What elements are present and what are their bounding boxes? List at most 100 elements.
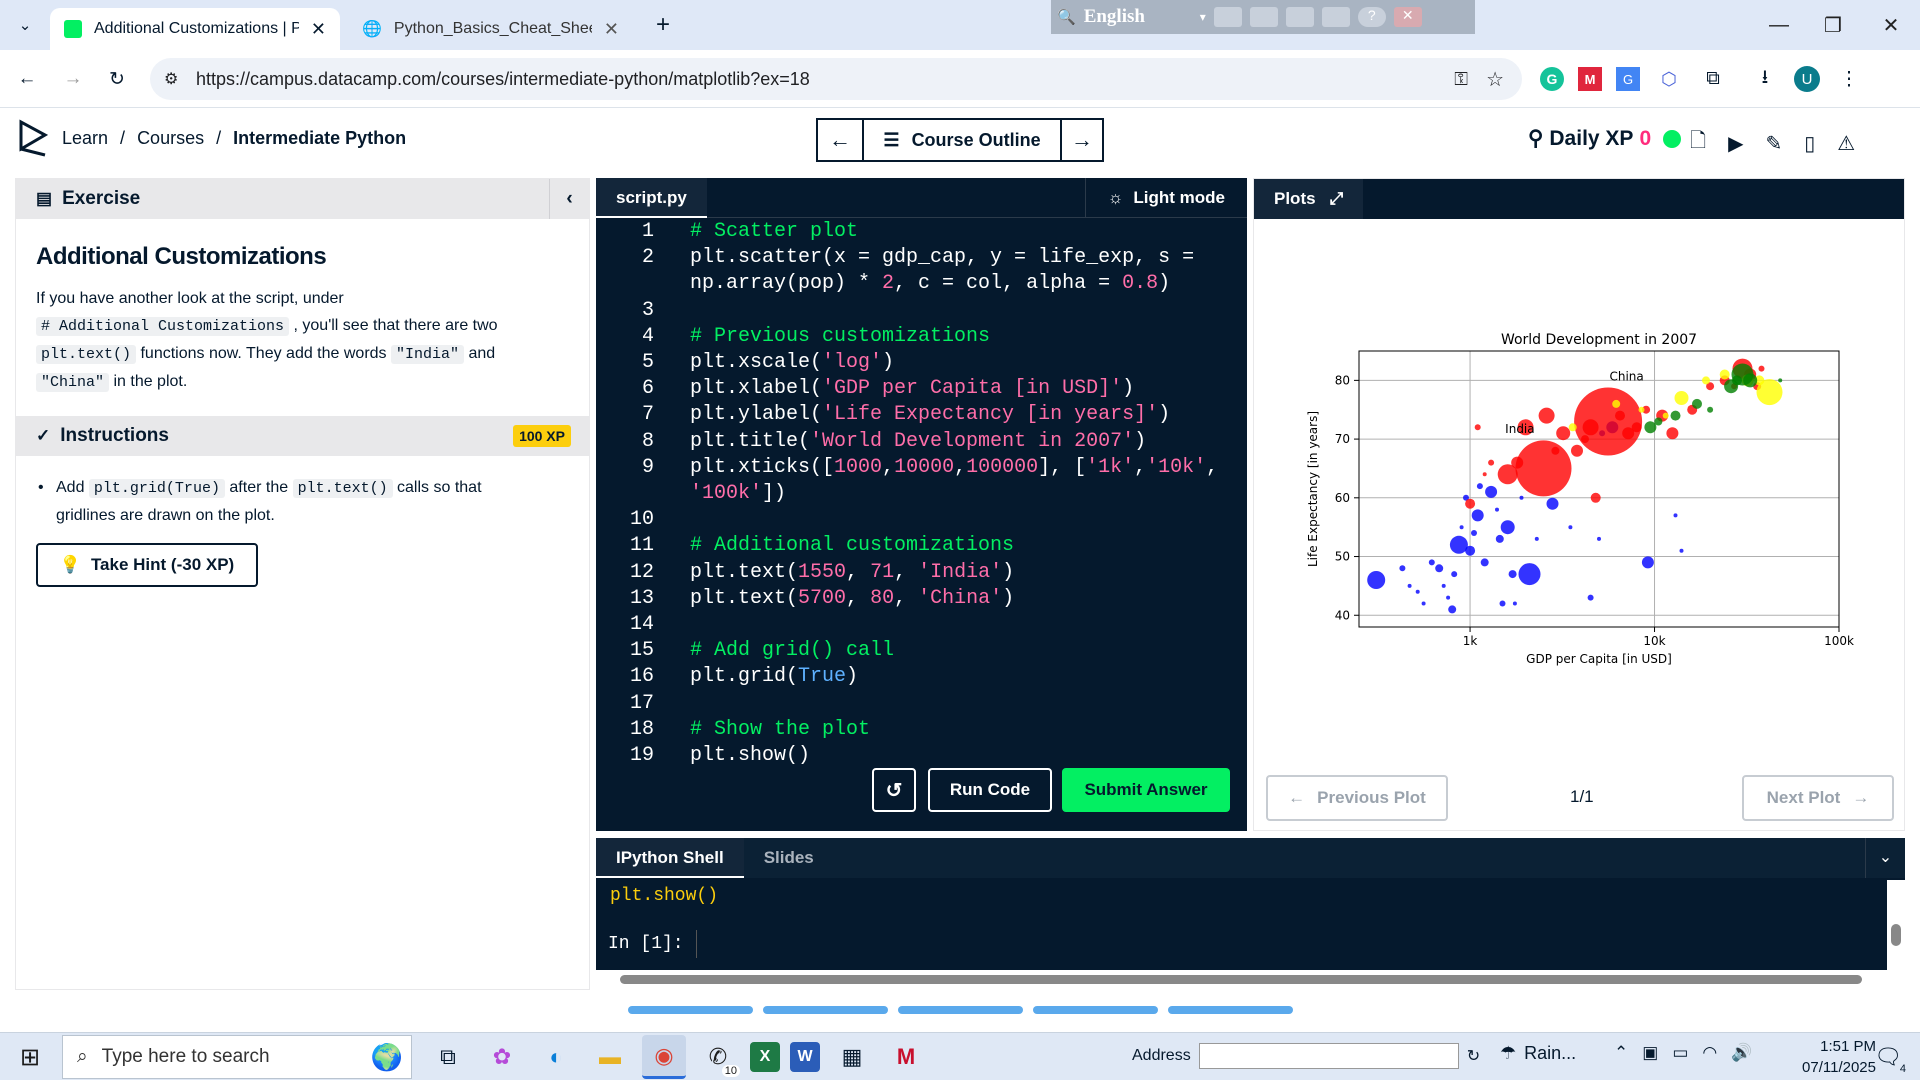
code-line[interactable]: plt.scatter(x = gdp_cap, y = life_exp, s… bbox=[690, 246, 1194, 269]
reset-code-button[interactable]: ↺ bbox=[872, 768, 916, 812]
toolbar-icon[interactable] bbox=[1321, 7, 1350, 27]
code-line[interactable]: # Add grid() call bbox=[690, 639, 894, 662]
new-tab-button[interactable]: + bbox=[648, 10, 678, 40]
browser-tab-active[interactable]: Additional Customizations | Pyt ✕ bbox=[50, 8, 340, 50]
dropdown-icon[interactable]: ▾ bbox=[1199, 10, 1206, 24]
file-tab-script[interactable]: script.py bbox=[596, 177, 707, 218]
toolbar-icon[interactable] bbox=[1285, 7, 1314, 27]
copilot-icon[interactable]: ✿ bbox=[492, 1044, 512, 1069]
notifications-button[interactable]: 🗨 4 bbox=[1866, 1035, 1910, 1079]
vertical-scrollbar[interactable] bbox=[1887, 880, 1905, 972]
course-outline-button[interactable]: ☰ Course Outline bbox=[862, 118, 1062, 162]
close-tab-icon[interactable]: ✕ bbox=[603, 18, 619, 39]
code-line[interactable]: # Scatter plot bbox=[690, 220, 858, 243]
expand-icon[interactable]: ⤢ bbox=[1329, 189, 1344, 208]
edge-icon[interactable]: ◐ bbox=[549, 1044, 563, 1069]
minimize-button[interactable]: — bbox=[1750, 0, 1808, 50]
mobile-icon[interactable]: ▯ bbox=[1804, 132, 1816, 155]
code-line[interactable]: plt.xscale('log') bbox=[690, 351, 894, 374]
shell-input[interactable] bbox=[695, 930, 1876, 958]
horizontal-scrollbar[interactable] bbox=[596, 970, 1905, 988]
browser-menu-icon[interactable]: ⋮ bbox=[1839, 68, 1859, 90]
code-line[interactable]: plt.ylabel('Life Expectancy [in years]') bbox=[690, 403, 1170, 426]
close-toolbar-icon[interactable]: ✕ bbox=[1393, 7, 1422, 27]
tab-ipython-shell[interactable]: IPython Shell bbox=[596, 838, 744, 878]
translate-icon[interactable]: 🔍 bbox=[1057, 9, 1076, 26]
close-window-button[interactable]: ✕ bbox=[1862, 0, 1920, 50]
breadcrumb-learn[interactable]: Learn bbox=[62, 128, 109, 148]
site-info-icon[interactable]: ⚙ bbox=[164, 71, 179, 88]
code-line[interactable]: plt.xlabel('GDP per Capita [in USD]') bbox=[690, 377, 1134, 400]
grammarly-icon[interactable]: G bbox=[1540, 67, 1564, 91]
clock[interactable]: 1:51 PM 07/11/2025 bbox=[1766, 1036, 1876, 1078]
previous-exercise-button[interactable]: ← bbox=[816, 118, 864, 162]
warning-icon[interactable]: ⚠ bbox=[1837, 132, 1856, 155]
pager-bar[interactable] bbox=[1033, 1006, 1158, 1014]
toolbar-icon[interactable] bbox=[1213, 7, 1242, 27]
take-hint-button[interactable]: 💡 Take Hint (-30 XP) bbox=[36, 543, 258, 587]
back-button[interactable]: ← bbox=[12, 64, 42, 94]
forward-button[interactable]: → bbox=[58, 64, 88, 94]
google-translate-icon[interactable]: G bbox=[1616, 67, 1640, 91]
taskbar-search[interactable]: ⌕ Type here to search 🌍 bbox=[62, 1035, 412, 1079]
plots-tab[interactable]: Plots ⤢ bbox=[1254, 179, 1364, 219]
excel-icon[interactable]: X bbox=[750, 1042, 780, 1072]
datacamp-logo[interactable] bbox=[18, 118, 52, 158]
code-line[interactable]: # Show the plot bbox=[690, 718, 870, 741]
help-icon[interactable]: ? bbox=[1357, 7, 1386, 27]
pager-bar[interactable] bbox=[763, 1006, 888, 1014]
code-line[interactable]: # Additional customizations bbox=[690, 534, 1014, 557]
tab-slides[interactable]: Slides bbox=[763, 848, 814, 867]
url-field[interactable]: ⚙ https://campus.datacamp.com/courses/in… bbox=[150, 58, 1522, 100]
video-icon[interactable]: ▶ bbox=[1728, 132, 1744, 155]
task-view-icon[interactable]: ⧉ bbox=[440, 1044, 456, 1069]
extension-m-icon[interactable]: M bbox=[1578, 67, 1602, 91]
next-exercise-button[interactable]: → bbox=[1060, 118, 1104, 162]
extensions-puzzle-icon[interactable]: ⧉ bbox=[1706, 68, 1720, 89]
breadcrumb-courses[interactable]: Courses bbox=[137, 128, 205, 148]
pencil-icon[interactable]: ✎ bbox=[1765, 132, 1783, 155]
download-icon[interactable]: ⭳ bbox=[1761, 67, 1769, 88]
file-explorer-icon[interactable]: ▬ bbox=[599, 1044, 621, 1069]
previous-plot-button[interactable]: ← Previous Plot bbox=[1266, 775, 1448, 821]
password-key-icon[interactable]: ⚿ bbox=[1454, 68, 1468, 89]
refresh-icon[interactable]: ↻ bbox=[1466, 1048, 1481, 1065]
device-icon[interactable]: ▣ bbox=[1642, 1043, 1659, 1062]
weather-widget[interactable]: ☂ Rain... bbox=[1500, 1043, 1576, 1064]
document-icon[interactable]: 🗋 bbox=[1690, 130, 1707, 152]
profile-avatar[interactable]: U bbox=[1794, 66, 1820, 92]
code-line[interactable]: np.array(pop) * 2, c = col, alpha = 0.8) bbox=[690, 272, 1170, 295]
code-line[interactable]: plt.title('World Development in 2007') bbox=[690, 430, 1146, 453]
address-input[interactable] bbox=[1198, 1043, 1459, 1069]
code-line[interactable]: plt.text(1550, 71, 'India') bbox=[690, 561, 1014, 584]
scrollbar-thumb[interactable] bbox=[620, 975, 1862, 984]
next-plot-button[interactable]: Next Plot → bbox=[1742, 775, 1894, 821]
pager-bar[interactable] bbox=[898, 1006, 1023, 1014]
code-line[interactable]: plt.text(5700, 80, 'China') bbox=[690, 587, 1014, 610]
collapse-panel-icon[interactable]: ‹ bbox=[549, 179, 589, 219]
volume-icon[interactable]: 🔊 bbox=[1731, 1043, 1753, 1062]
battery-icon[interactable]: ▭ bbox=[1672, 1043, 1689, 1062]
chrome-icon[interactable]: ◉ bbox=[642, 1035, 686, 1079]
close-tab-icon[interactable]: ✕ bbox=[310, 18, 326, 39]
code-line[interactable]: '100k']) bbox=[690, 482, 786, 505]
breadcrumb-course[interactable]: Intermediate Python bbox=[233, 128, 407, 148]
browser-tab[interactable]: 🌐 Python_Basics_Cheat_Sheet-upc ✕ bbox=[348, 8, 633, 50]
pager-bar[interactable] bbox=[1168, 1006, 1293, 1014]
code-line[interactable]: # Previous customizations bbox=[690, 325, 990, 348]
chevron-up-icon[interactable]: ⌃ bbox=[1614, 1043, 1629, 1062]
tab-list-button[interactable]: ⌄ bbox=[8, 8, 42, 42]
code-line[interactable]: plt.show() bbox=[690, 744, 810, 767]
whatsapp-icon[interactable]: ✆ 10 bbox=[696, 1035, 740, 1079]
reload-button[interactable]: ↻ bbox=[102, 64, 132, 94]
pager-bar[interactable] bbox=[628, 1006, 753, 1014]
daily-xp[interactable]: ⚲ Daily XP 0 bbox=[1528, 126, 1682, 151]
submit-answer-button[interactable]: Submit Answer bbox=[1062, 768, 1230, 812]
bookmark-star-icon[interactable]: ☆ bbox=[1486, 68, 1504, 91]
mcafee-icon[interactable]: M bbox=[896, 1044, 916, 1069]
calculator-icon[interactable]: ▦ bbox=[841, 1044, 863, 1069]
code-line[interactable]: plt.xticks([1000,10000,100000], ['1k','1… bbox=[690, 456, 1218, 479]
code-line[interactable]: plt.grid(True) bbox=[690, 665, 858, 688]
wifi-icon[interactable]: ◠ bbox=[1702, 1043, 1718, 1062]
toolbar-icon[interactable] bbox=[1249, 7, 1278, 27]
